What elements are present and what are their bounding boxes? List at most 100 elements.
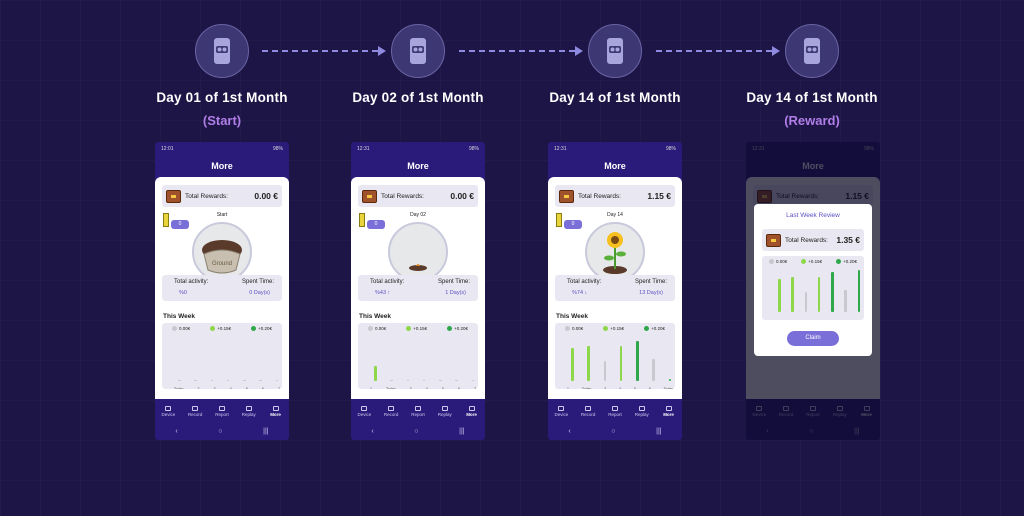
back-icon[interactable]: ‹ [175, 428, 178, 435]
legend-dot-icon [768, 259, 774, 264]
nav-label: Device [554, 411, 569, 417]
nav-item-report[interactable]: Report [604, 405, 626, 417]
legend-label: +0.20€ [651, 326, 665, 331]
nav-report-icon [611, 405, 618, 411]
bottom-nav: Device Record Report Replay More [155, 399, 289, 423]
activity-box: Total activity: Spent Time: %43 ↑ 1 Day(s) [358, 275, 478, 301]
nav-device-icon [361, 405, 368, 411]
screen-title: More [604, 161, 626, 171]
level-icon [163, 213, 169, 227]
nav-item-replay[interactable]: Replay [238, 405, 260, 417]
x-label: 3 [409, 387, 412, 389]
recents-icon[interactable]: ||| [656, 428, 662, 435]
chart-bar [668, 378, 671, 381]
nav-label: Replay [437, 411, 452, 417]
activity-value: %74 ↓ [572, 290, 588, 296]
nav-device-icon [165, 405, 172, 411]
more-screen-content: Total Rewards: 1.15 € 0 Day 14 Total activit… [548, 177, 682, 399]
nav-record-icon [585, 405, 592, 411]
nav-item-more[interactable]: More [461, 405, 483, 417]
modal-rewards-label: Total Rewards: [785, 236, 828, 244]
legend-dot-icon [251, 326, 257, 331]
chart-bar [275, 380, 278, 381]
vr-headset-phone-icon [391, 24, 445, 78]
back-icon[interactable]: ‹ [568, 428, 571, 435]
chart-bar [243, 380, 246, 381]
flow-arrow [262, 46, 386, 56]
nav-item-more[interactable]: More [658, 405, 680, 417]
nav-label: Device [161, 411, 176, 417]
nav-item-device[interactable]: Device [157, 405, 179, 417]
level-indicator: 0 [556, 213, 582, 231]
weekly-rewards-chart: 0.00€ +0.15€ +0.20€ 1 Today 3 4 5 6 7 [358, 323, 478, 389]
system-nav: ‹ ○ ||| [351, 423, 485, 440]
x-label: 7 [474, 387, 476, 389]
legend-dot-icon [644, 326, 650, 331]
nav-item-report[interactable]: Report [211, 405, 233, 417]
modal-rewards-value: 1.35 € [836, 235, 860, 245]
nav-record-icon [192, 405, 199, 411]
nav-more-icon [665, 405, 672, 411]
nav-item-device[interactable]: Device [353, 405, 375, 417]
legend-label: +0.20€ [258, 326, 272, 331]
claim-button[interactable]: Claim [787, 331, 839, 346]
recents-icon[interactable]: ||| [263, 428, 269, 435]
nav-report-icon [218, 405, 225, 411]
legend-label: +0.15€ [808, 259, 823, 264]
legend-item: +0.20€ [644, 326, 665, 331]
legend-item: +0.15€ [210, 326, 231, 331]
legend-item: 0.00€ [171, 326, 191, 331]
step-title: Day 02 of 1st Month [352, 90, 484, 105]
step-title: Day 14 of 1st Month [746, 90, 878, 105]
legend-dot-icon [801, 259, 807, 264]
nav-replay-icon [245, 405, 252, 411]
legend-label: 0.00€ [374, 326, 387, 331]
screen-title: More [211, 161, 233, 171]
legend-item: +0.15€ [603, 326, 624, 331]
legend-label: 0.00€ [178, 326, 191, 331]
level-icon [556, 213, 562, 227]
activity-box: Total activity: Spent Time: %74 ↓ 13 Day(s) [555, 275, 675, 301]
back-icon[interactable]: ‹ [371, 428, 374, 435]
home-icon[interactable]: ○ [218, 428, 223, 435]
weekly-rewards-chart: 0.00€ +0.15€ +0.20€ Today 2 3 4 5 6 7 [162, 323, 282, 389]
x-label: 3 [604, 387, 607, 389]
legend-label: +0.20€ [843, 259, 857, 264]
nav-item-replay[interactable]: Replay [631, 405, 653, 417]
total-rewards-box: Total Rewards: 0.00 € [358, 185, 478, 207]
legend-item: +0.20€ [251, 326, 272, 331]
legend-item: +0.15€ [406, 326, 427, 331]
nav-item-replay[interactable]: Replay [434, 405, 456, 417]
nav-item-report[interactable]: Report [407, 405, 429, 417]
chart-bar [439, 380, 442, 381]
phone-screen-2: 12:31 98% More Total Rewards: 0.00 €0 Day 02 T… [351, 142, 485, 440]
x-label: 5 [633, 387, 636, 389]
home-icon[interactable]: ○ [611, 428, 616, 435]
seed-soil-icon [409, 264, 427, 271]
chart-bar [374, 365, 377, 381]
legend-item: +0.15€ [801, 259, 822, 264]
nav-label: More [663, 411, 674, 417]
flow-arrow [656, 46, 780, 56]
level-indicator: 0 [359, 213, 385, 231]
growth-progress-circle [388, 222, 448, 282]
nav-item-record[interactable]: Record [184, 405, 206, 417]
recents-icon[interactable]: ||| [459, 428, 465, 435]
nav-replay-icon [441, 405, 448, 411]
x-label: 2 [197, 387, 200, 389]
status-bar: 12:31 98% [548, 142, 682, 156]
legend-dot-icon [406, 326, 412, 331]
legend-dot-icon [603, 326, 609, 331]
x-label: 5 [441, 387, 444, 389]
nav-item-more[interactable]: More [265, 405, 287, 417]
chart-bar [636, 341, 639, 381]
growth-progress-circle: Ground [192, 222, 252, 282]
nav-item-record[interactable]: Record [577, 405, 599, 417]
nav-item-record[interactable]: Record [380, 405, 402, 417]
nav-item-device[interactable]: Device [550, 405, 572, 417]
chart-bar [571, 348, 574, 381]
x-label: Today [386, 387, 396, 389]
home-icon[interactable]: ○ [414, 428, 419, 435]
status-battery: 98% [665, 146, 676, 152]
nav-more-icon [272, 405, 279, 411]
